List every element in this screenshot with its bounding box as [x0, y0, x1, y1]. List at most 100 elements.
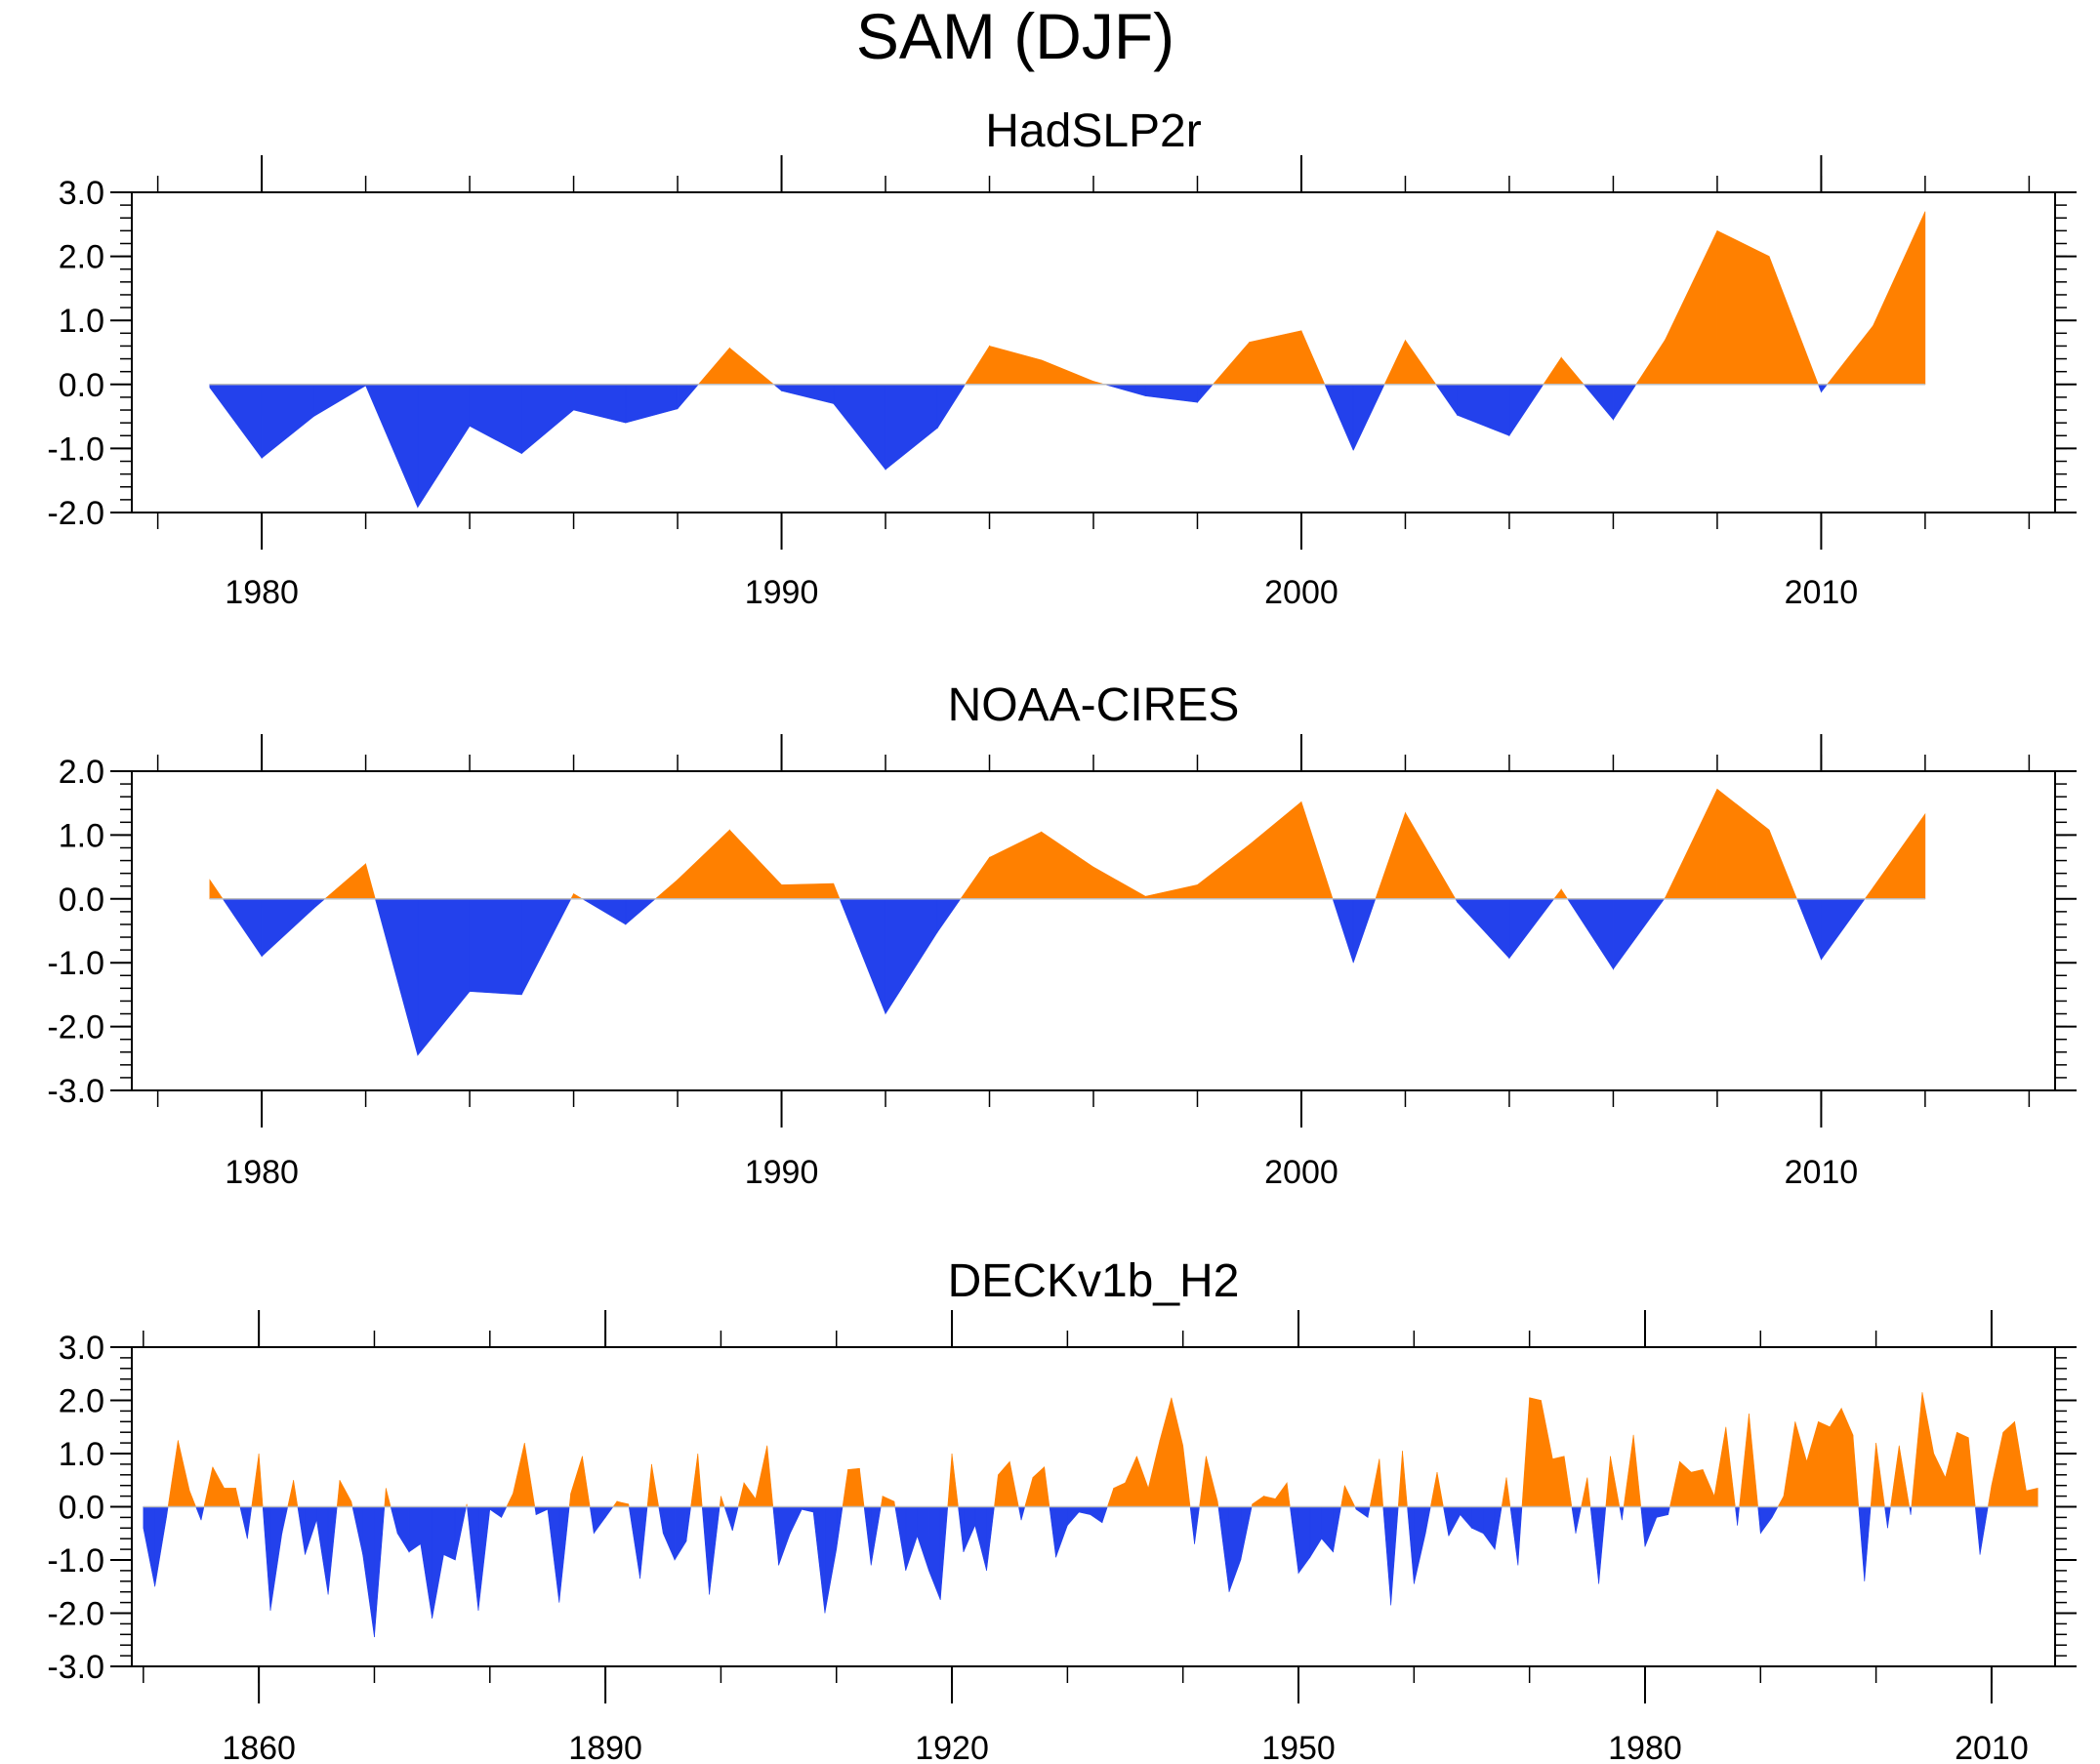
area-segment-negative — [1508, 898, 1555, 960]
area-segment-negative — [662, 1506, 676, 1561]
area-segment-negative — [1757, 1506, 1761, 1534]
area-segment-positive — [882, 1496, 895, 1507]
area-segment-positive — [1552, 1456, 1565, 1507]
area-segment-negative — [1613, 384, 1637, 421]
area-segment-negative — [1217, 1506, 1230, 1592]
area-segment-positive — [989, 831, 1043, 900]
area-segment-negative — [1771, 1506, 1779, 1518]
area-segment-negative — [1049, 1506, 1056, 1558]
area-segment-positive — [1873, 211, 1926, 386]
area-segment-positive — [570, 1456, 583, 1507]
area-segment-negative — [166, 1506, 169, 1518]
x-tick-label: 1990 — [745, 1154, 819, 1191]
area-segment-negative — [1390, 1506, 1399, 1606]
area-segment-negative — [313, 384, 366, 418]
area-segment-positive — [1635, 338, 1666, 386]
area-segment-negative — [327, 1506, 338, 1595]
area-segment-positive — [1379, 1458, 1384, 1507]
area-segment-positive — [994, 1474, 999, 1507]
area-segment-negative — [658, 1506, 664, 1534]
area-segment-positive — [1529, 1397, 1542, 1507]
chart-title: HadSLP2r — [985, 105, 1201, 157]
area-segment-negative — [628, 1506, 640, 1579]
area-segment-positive — [1702, 1469, 1715, 1507]
area-segment-negative — [1367, 1506, 1371, 1518]
area-segment-negative — [1509, 1506, 1519, 1566]
area-segment-negative — [417, 384, 471, 509]
area-segment-negative — [313, 898, 326, 910]
area-segment-positive — [203, 1466, 214, 1507]
area-segment-positive — [506, 1493, 514, 1507]
area-segment-positive — [1716, 788, 1770, 900]
chart-panel-3: DECKv1b_H2 -3.0 -2.0 -1.0 0.0 1.0 2.0 3.0 1860 18… — [47, 1255, 2077, 1764]
area-segment-negative — [723, 1506, 733, 1532]
area-segment-negative — [239, 1506, 248, 1539]
x-tick-label: 2000 — [1264, 1154, 1338, 1191]
area-segment-positive — [1505, 1477, 1511, 1507]
area-segment-positive — [646, 1463, 652, 1507]
area-segment-negative — [1858, 1506, 1866, 1581]
area-segment-positive — [737, 1482, 745, 1507]
area-segment-negative — [143, 1506, 155, 1587]
area-segment-negative — [1352, 384, 1385, 451]
area-segment-positive — [2002, 1420, 2015, 1507]
area-segment-negative — [261, 384, 314, 459]
area-segment-positive — [1275, 1482, 1288, 1507]
area-segment-positive — [1383, 340, 1406, 386]
area-segment-positive — [1375, 812, 1406, 900]
area-segment-positive — [293, 1480, 299, 1507]
area-segment-negative — [1435, 384, 1458, 417]
chart-panel-1: HadSLP2r -2.0 -1.0 0.0 1.0 2.0 3.0 1980 1990 2000… — [47, 105, 2077, 611]
y-tick-label: 0.0 — [59, 367, 104, 404]
area-segment-negative — [1189, 1506, 1195, 1544]
area-segment-negative — [604, 1506, 614, 1519]
area-segment-positive — [847, 1467, 860, 1507]
area-segment-positive — [1541, 1400, 1553, 1507]
area-segment-negative — [443, 1506, 456, 1561]
x-tick-label: 1860 — [222, 1730, 296, 1764]
area-segment-negative — [390, 1506, 398, 1534]
area-segment-negative — [195, 1506, 202, 1521]
area-segment-negative — [1887, 1506, 1891, 1529]
area-segment-positive — [1032, 1465, 1046, 1507]
area-segment-positive — [1216, 1501, 1219, 1507]
area-segment-positive — [1921, 1392, 1935, 1507]
area-segment-negative — [1228, 1506, 1242, 1592]
area-segment-negative — [772, 384, 782, 391]
area-segment-negative — [1332, 898, 1354, 964]
area-segment-negative — [1333, 1506, 1341, 1552]
area-segment-positive — [1402, 1451, 1408, 1507]
area-segment-negative — [1821, 898, 1866, 961]
chart-panel-2: NOAA-CIRES -3.0 -2.0 -1.0 0.0 1.0 2.0 1980 1990 2… — [47, 679, 2077, 1191]
area-segment-negative — [1194, 1506, 1200, 1544]
area-segment-negative — [581, 898, 627, 925]
area-segment-positive — [336, 1480, 341, 1507]
area-segment-positive — [1818, 1420, 1831, 1507]
area-segment-positive — [1344, 1485, 1356, 1507]
area-segment-negative — [362, 1506, 375, 1638]
area-segment-negative — [501, 1506, 508, 1518]
area-segment-positive — [2026, 1488, 2038, 1507]
area-segment-negative — [558, 1506, 570, 1603]
y-tick-label: 1.0 — [59, 1436, 104, 1473]
area-segment-negative — [200, 1506, 205, 1521]
y-tick-label: -1.0 — [47, 945, 104, 982]
area-segment-negative — [939, 1506, 949, 1600]
area-segment-negative — [521, 898, 572, 996]
area-segment-negative — [1460, 1506, 1472, 1530]
area-segment-negative — [281, 1506, 289, 1534]
area-segment-negative — [1494, 1506, 1503, 1550]
chart-title: NOAA-CIRES — [948, 679, 1240, 731]
area-segment-negative — [936, 384, 967, 430]
area-segment-negative — [432, 1506, 444, 1620]
area-segment-positive — [1563, 1456, 1573, 1507]
y-tick-label: 2.0 — [59, 754, 104, 791]
area-segment-negative — [222, 898, 263, 958]
area-segment-positive — [1890, 1445, 1900, 1507]
area-segment-positive — [1716, 229, 1770, 386]
area-segment-positive — [1199, 1456, 1207, 1507]
y-tick-label: 1.0 — [59, 817, 104, 854]
area-segment-negative — [521, 384, 574, 455]
area-segment-positive — [1300, 801, 1334, 900]
area-segment-negative — [1598, 1506, 1607, 1584]
